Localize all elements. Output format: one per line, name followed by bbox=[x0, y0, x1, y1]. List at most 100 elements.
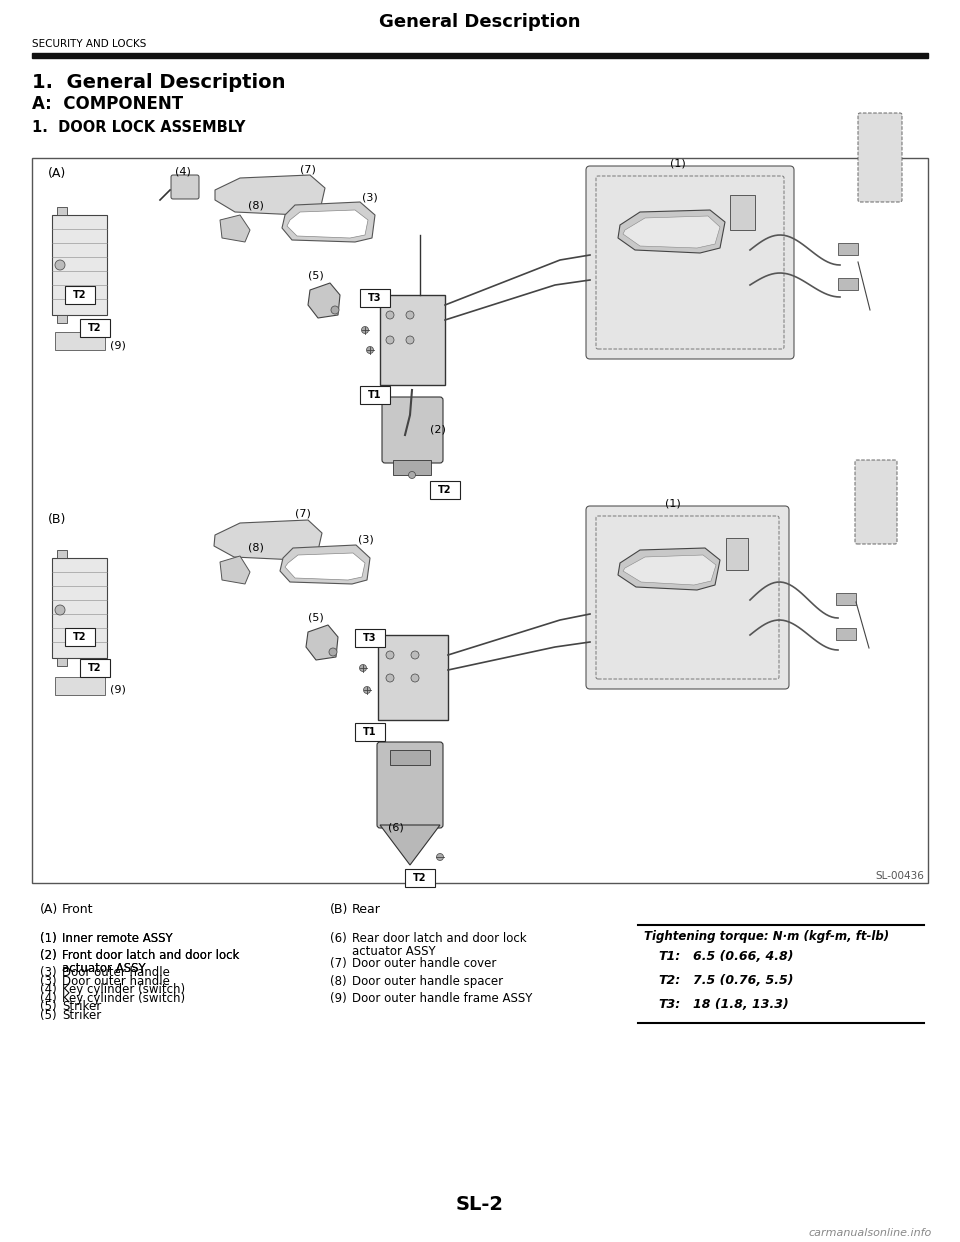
Text: (8): (8) bbox=[248, 200, 264, 210]
FancyBboxPatch shape bbox=[586, 166, 794, 359]
Text: T3:: T3: bbox=[658, 999, 681, 1011]
Text: (5): (5) bbox=[308, 271, 324, 281]
Text: (7): (7) bbox=[295, 509, 311, 519]
Bar bbox=[55, 677, 105, 696]
Text: Key cylinder (switch): Key cylinder (switch) bbox=[62, 992, 185, 1005]
Text: (8): (8) bbox=[248, 543, 264, 553]
Text: T1: T1 bbox=[369, 390, 382, 400]
Text: (A): (A) bbox=[48, 168, 66, 180]
Text: (4): (4) bbox=[175, 166, 191, 178]
FancyBboxPatch shape bbox=[377, 741, 443, 828]
Text: actuator ASSY: actuator ASSY bbox=[62, 963, 146, 975]
Text: (3): (3) bbox=[40, 966, 57, 979]
Circle shape bbox=[409, 472, 416, 478]
Bar bbox=[57, 207, 67, 215]
FancyBboxPatch shape bbox=[586, 505, 789, 689]
Text: (3): (3) bbox=[362, 193, 377, 202]
Bar bbox=[390, 750, 430, 765]
Circle shape bbox=[406, 337, 414, 344]
Circle shape bbox=[406, 310, 414, 319]
Text: Door outer handle cover: Door outer handle cover bbox=[352, 958, 496, 970]
Text: T2:: T2: bbox=[658, 974, 681, 987]
FancyBboxPatch shape bbox=[171, 175, 199, 199]
Text: (B): (B) bbox=[330, 903, 348, 917]
Text: General Description: General Description bbox=[379, 12, 581, 31]
Bar bbox=[836, 592, 856, 605]
Text: T3: T3 bbox=[369, 293, 382, 303]
FancyBboxPatch shape bbox=[355, 723, 385, 741]
Circle shape bbox=[386, 310, 394, 319]
Polygon shape bbox=[618, 210, 725, 253]
Circle shape bbox=[359, 664, 367, 672]
Polygon shape bbox=[220, 556, 250, 584]
Polygon shape bbox=[306, 625, 338, 660]
Bar bbox=[838, 278, 858, 289]
Text: T2: T2 bbox=[439, 484, 452, 496]
Text: A:  COMPONENT: A: COMPONENT bbox=[32, 94, 183, 113]
Text: (1): (1) bbox=[40, 932, 57, 945]
Polygon shape bbox=[280, 545, 370, 584]
Text: (5): (5) bbox=[40, 1000, 57, 1013]
Circle shape bbox=[437, 853, 444, 861]
Text: (5): (5) bbox=[308, 614, 324, 623]
Text: actuator ASSY: actuator ASSY bbox=[62, 963, 146, 975]
Circle shape bbox=[362, 327, 369, 334]
Text: (A): (A) bbox=[40, 903, 59, 917]
Circle shape bbox=[364, 687, 371, 693]
Text: SECURITY AND LOCKS: SECURITY AND LOCKS bbox=[32, 39, 146, 48]
Text: (3): (3) bbox=[358, 535, 373, 545]
Text: (4): (4) bbox=[40, 992, 57, 1005]
Text: Tightening torque: N·m (kgf-m, ft-lb): Tightening torque: N·m (kgf-m, ft-lb) bbox=[644, 930, 889, 943]
FancyBboxPatch shape bbox=[405, 869, 435, 887]
Text: Door outer handle spacer: Door outer handle spacer bbox=[352, 975, 503, 987]
Text: (7): (7) bbox=[330, 958, 347, 970]
Text: SL-2: SL-2 bbox=[456, 1196, 504, 1215]
Text: (9): (9) bbox=[110, 686, 126, 696]
Text: (2): (2) bbox=[40, 949, 57, 963]
Text: Rear: Rear bbox=[352, 903, 381, 917]
Text: T3: T3 bbox=[363, 633, 376, 643]
Bar bbox=[838, 243, 858, 255]
Text: (3): (3) bbox=[40, 975, 57, 987]
Bar bbox=[730, 195, 755, 230]
Circle shape bbox=[55, 605, 65, 615]
FancyBboxPatch shape bbox=[430, 481, 460, 499]
Polygon shape bbox=[308, 283, 340, 318]
Text: (2): (2) bbox=[430, 425, 445, 435]
Circle shape bbox=[411, 651, 419, 660]
Bar bbox=[55, 332, 105, 350]
Bar bbox=[52, 215, 107, 315]
Text: Front: Front bbox=[62, 903, 93, 917]
Text: 6.5 (0.66, 4.8): 6.5 (0.66, 4.8) bbox=[693, 950, 794, 963]
Text: T2: T2 bbox=[88, 323, 102, 333]
Circle shape bbox=[411, 674, 419, 682]
Bar bbox=[378, 635, 448, 720]
Circle shape bbox=[386, 337, 394, 344]
Text: Inner remote ASSY: Inner remote ASSY bbox=[62, 932, 173, 945]
Text: (6): (6) bbox=[330, 932, 347, 945]
FancyBboxPatch shape bbox=[360, 386, 390, 404]
FancyBboxPatch shape bbox=[80, 660, 110, 677]
Bar bbox=[32, 158, 928, 883]
Text: (4): (4) bbox=[40, 982, 57, 996]
Text: Front door latch and door lock: Front door latch and door lock bbox=[62, 949, 239, 963]
Bar bbox=[726, 538, 748, 570]
Text: 1.  DOOR LOCK ASSEMBLY: 1. DOOR LOCK ASSEMBLY bbox=[32, 120, 246, 135]
Text: T2: T2 bbox=[73, 632, 86, 642]
Polygon shape bbox=[618, 548, 720, 590]
Bar bbox=[57, 550, 67, 558]
FancyBboxPatch shape bbox=[855, 460, 897, 544]
Polygon shape bbox=[287, 210, 368, 238]
Circle shape bbox=[55, 260, 65, 270]
Text: 18 (1.8, 13.3): 18 (1.8, 13.3) bbox=[693, 999, 789, 1011]
Text: (9): (9) bbox=[330, 992, 347, 1005]
Polygon shape bbox=[623, 555, 716, 585]
Polygon shape bbox=[623, 216, 720, 248]
Circle shape bbox=[367, 347, 373, 354]
Text: Key cylinder (switch): Key cylinder (switch) bbox=[62, 982, 185, 996]
Polygon shape bbox=[220, 215, 250, 242]
Polygon shape bbox=[215, 175, 325, 215]
Text: T1:: T1: bbox=[658, 950, 681, 963]
Polygon shape bbox=[282, 202, 375, 242]
FancyBboxPatch shape bbox=[355, 628, 385, 647]
